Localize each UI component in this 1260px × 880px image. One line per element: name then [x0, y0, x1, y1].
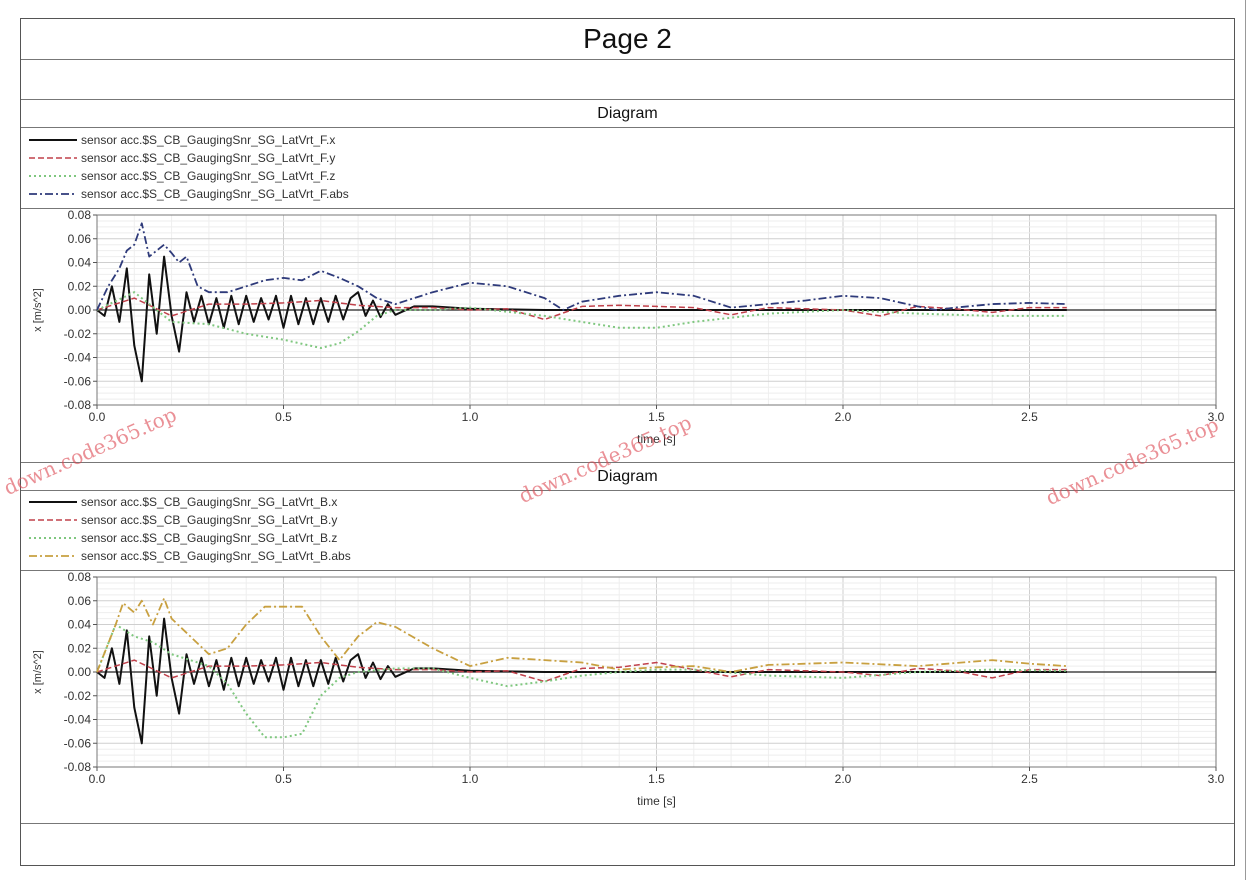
- diagram-2-plot: 0.08 0.06 0.04 0.02 0.00 -0.02 -0.04 -0.06 -0.08…: [21, 571, 1234, 824]
- y-tick-label: 0.02: [68, 641, 92, 655]
- legend-swatch: [29, 139, 77, 141]
- legend-swatch: [29, 175, 77, 177]
- x-tick-label: 1.5: [648, 410, 665, 424]
- series-line: [96, 623, 1067, 739]
- x-tick-label: 3.0: [1208, 772, 1225, 786]
- series-line: [96, 597, 1067, 673]
- series-line: [96, 297, 1067, 321]
- diagram-2-header: Diagram: [21, 463, 1234, 491]
- y-tick-label: 0.00: [68, 303, 92, 317]
- x-tick-label: 0.0: [89, 772, 106, 786]
- x-tick-label: 0.5: [275, 772, 292, 786]
- y-axis-label: x [m/s^2]: [32, 650, 44, 694]
- x-tick-label: 2.5: [1021, 772, 1038, 786]
- x-tick-label: 1.5: [648, 772, 665, 786]
- x-tick-label: 2.5: [1021, 410, 1038, 424]
- blank-header-row: [21, 59, 1234, 100]
- chart-1-svg: 0.08 0.06 0.04 0.02 0.00 -0.02 -0.04 -0.06 -0.08…: [32, 209, 1225, 446]
- diagram-2-legend: sensor acc.$S_CB_GaugingSnr_SG_LatVrt_B.…: [21, 491, 1234, 571]
- y-tick-label: -0.08: [64, 398, 92, 412]
- legend-item: sensor acc.$S_CB_GaugingSnr_SG_LatVrt_B.…: [29, 511, 337, 529]
- x-tick-label: 1.0: [462, 410, 479, 424]
- y-tick-label: -0.08: [64, 760, 92, 774]
- y-tick-label: -0.04: [64, 713, 92, 727]
- legend-swatch: [29, 193, 77, 195]
- x-tick-label: 2.0: [835, 410, 852, 424]
- y-tick-label: 0.02: [68, 279, 92, 293]
- legend-item: sensor acc.$S_CB_GaugingSnr_SG_LatVrt_B.…: [29, 547, 351, 565]
- chart-2-svg: 0.08 0.06 0.04 0.02 0.00 -0.02 -0.04 -0.06 -0.08…: [32, 571, 1225, 808]
- y-tick-label: -0.04: [64, 351, 92, 365]
- blank-footer-row: [21, 824, 1234, 864]
- legend-label: sensor acc.$S_CB_GaugingSnr_SG_LatVrt_B.…: [81, 495, 338, 509]
- legend-label: sensor acc.$S_CB_GaugingSnr_SG_LatVrt_B.…: [81, 549, 351, 563]
- y-tick-label: -0.02: [64, 689, 92, 703]
- legend-swatch: [29, 519, 77, 521]
- y-tick-label: 0.04: [68, 618, 92, 632]
- legend-label: sensor acc.$S_CB_GaugingSnr_SG_LatVrt_B.…: [81, 531, 338, 545]
- legend-swatch: [29, 555, 77, 557]
- y-tick-label: 0.06: [68, 232, 92, 246]
- y-axis-label: x [m/s^2]: [32, 288, 44, 332]
- legend-swatch: [29, 501, 77, 503]
- x-axis-label: time [s]: [637, 794, 676, 808]
- legend-item: sensor acc.$S_CB_GaugingSnr_SG_LatVrt_B.…: [29, 493, 337, 511]
- series-line: [96, 659, 1067, 683]
- y-tick-label: -0.06: [64, 736, 92, 750]
- legend-label: sensor acc.$S_CB_GaugingSnr_SG_LatVrt_F.…: [81, 169, 336, 183]
- legend-item: sensor acc.$S_CB_GaugingSnr_SG_LatVrt_F.…: [29, 167, 335, 185]
- series-line: [96, 255, 1067, 383]
- series-line: [96, 617, 1067, 745]
- window-edge: [1245, 0, 1246, 880]
- legend-item: sensor acc.$S_CB_GaugingSnr_SG_LatVrt_B.…: [29, 529, 337, 547]
- legend-item: sensor acc.$S_CB_GaugingSnr_SG_LatVrt_F.…: [29, 149, 335, 167]
- y-tick-label: -0.02: [64, 327, 92, 341]
- x-axis-label: time [s]: [637, 432, 676, 446]
- x-tick-label: 0.0: [89, 410, 106, 424]
- y-tick-label: 0.08: [68, 209, 92, 222]
- legend-item: sensor acc.$S_CB_GaugingSnr_SG_LatVrt_F.…: [29, 185, 349, 203]
- y-tick-label: 0.00: [68, 665, 92, 679]
- y-tick-label: 0.06: [68, 594, 92, 608]
- legend-label: sensor acc.$S_CB_GaugingSnr_SG_LatVrt_F.…: [81, 151, 336, 165]
- legend-label: sensor acc.$S_CB_GaugingSnr_SG_LatVrt_B.…: [81, 513, 338, 527]
- legend-item: sensor acc.$S_CB_GaugingSnr_SG_LatVrt_F.…: [29, 131, 335, 149]
- x-tick-label: 3.0: [1208, 410, 1225, 424]
- y-tick-label: 0.08: [68, 571, 92, 584]
- series-line: [96, 222, 1067, 311]
- y-tick-label: 0.04: [68, 256, 92, 270]
- diagram-1-legend: sensor acc.$S_CB_GaugingSnr_SG_LatVrt_F.…: [21, 128, 1234, 209]
- legend-label: sensor acc.$S_CB_GaugingSnr_SG_LatVrt_F.…: [81, 187, 349, 201]
- x-tick-label: 0.5: [275, 410, 292, 424]
- legend-label: sensor acc.$S_CB_GaugingSnr_SG_LatVrt_F.…: [81, 133, 336, 147]
- legend-swatch: [29, 157, 77, 159]
- y-tick-label: -0.06: [64, 374, 92, 388]
- diagram-1-plot: 0.08 0.06 0.04 0.02 0.00 -0.02 -0.04 -0.06 -0.08…: [21, 209, 1234, 463]
- x-tick-label: 1.0: [462, 772, 479, 786]
- series-line: [96, 291, 1067, 349]
- page-title: Page 2: [21, 19, 1234, 60]
- diagram-1-header: Diagram: [21, 100, 1234, 128]
- x-tick-label: 2.0: [835, 772, 852, 786]
- legend-swatch: [29, 537, 77, 539]
- report-page: Page 2 Diagram sensor acc.$S_CB_GaugingS…: [20, 18, 1235, 866]
